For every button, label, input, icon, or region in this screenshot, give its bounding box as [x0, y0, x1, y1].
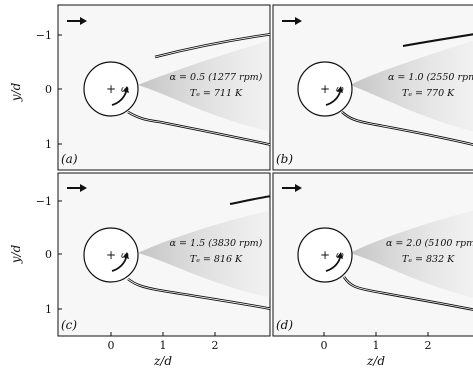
xtick-right-0: 0 [321, 339, 328, 352]
alpha-annotation: α = 0.5 (1277 rpm) [170, 72, 263, 83]
ytick-top-0: 0 [45, 83, 52, 96]
omega-label: ω [336, 84, 344, 95]
panel-a: + ω α = 0.5 (1277 rpm) Tₑ = 711 K (a) [57, 4, 271, 171]
x-axis-label-left: z/d [153, 354, 172, 368]
y-axis-label-bottom: y/d [9, 244, 23, 264]
y-axis-label-top: y/d [9, 82, 23, 102]
tc-annotation: Tₑ = 832 K [402, 254, 455, 265]
omega-label: ω [121, 84, 129, 95]
cylinder [83, 61, 139, 117]
panel-c: + ω α = 1.5 (3830 rpm) Tₑ = 816 K (c) [57, 172, 271, 337]
wake-region [350, 210, 473, 298]
panel-d: + ω α = 2.0 (5100 rpm Tₑ = 832 K (d) [272, 172, 473, 337]
x-axis-label-right: z/d [366, 354, 385, 368]
ytick-bottom-1: 1 [45, 303, 52, 316]
tc-annotation: Tₑ = 770 K [402, 88, 455, 99]
cylinder [83, 227, 139, 283]
xtick-left-2: 2 [212, 339, 219, 352]
wake-region [350, 40, 473, 132]
center-marker: + [106, 82, 116, 96]
panel-label: (d) [276, 318, 293, 332]
cylinder [297, 227, 353, 283]
tick-marks [58, 34, 429, 336]
center-marker: + [320, 248, 330, 262]
omega-label: ω [336, 250, 344, 261]
upper-shock [229, 195, 270, 205]
wake-region [138, 210, 270, 298]
center-marker: + [106, 248, 116, 262]
alpha-annotation: α = 2.0 (5100 rpm [386, 238, 473, 249]
ytick-top-1: 1 [45, 138, 52, 151]
tc-annotation: Tₑ = 711 K [190, 88, 243, 99]
cylinder [297, 61, 353, 117]
center-marker: + [320, 82, 330, 96]
xtick-right-1: 1 [373, 339, 380, 352]
rotation-arrow [325, 91, 341, 106]
panel-b: + ω α = 1.0 (2550 rpm Tₑ = 770 K (b) [272, 4, 473, 171]
panel-label: (c) [61, 318, 77, 332]
ytick-bottom-0: 0 [45, 248, 52, 261]
omega-label: ω [121, 250, 129, 261]
xtick-left-0: 0 [108, 339, 115, 352]
rotation-arrow [325, 257, 341, 272]
panel-label: (b) [276, 152, 293, 166]
ytick-bottom-neg1: −1 [36, 195, 52, 208]
rotation-arrow [111, 91, 127, 106]
upper-shock [402, 33, 473, 47]
xtick-right-2: 2 [425, 339, 432, 352]
tc-annotation: Tₑ = 816 K [190, 254, 243, 265]
xtick-left-1: 1 [160, 339, 167, 352]
wake-region [138, 40, 270, 132]
ytick-top-neg1: −1 [36, 29, 52, 42]
panel-label: (a) [61, 152, 78, 166]
alpha-annotation: α = 1.0 (2550 rpm [388, 72, 473, 83]
alpha-annotation: α = 1.5 (3830 rpm) [170, 238, 263, 249]
rotation-arrow [111, 257, 127, 272]
